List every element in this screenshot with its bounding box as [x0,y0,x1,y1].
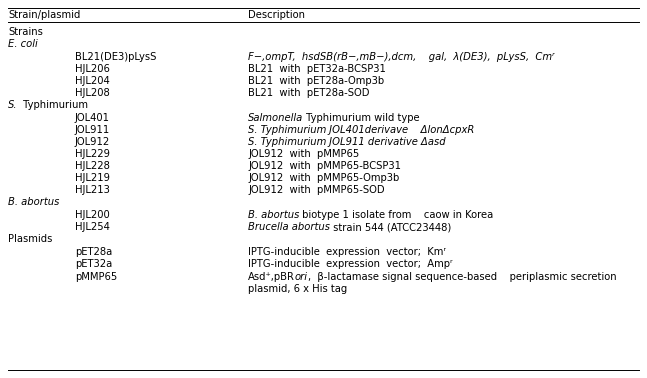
Text: JOL401derivave    ΔlonΔcpxR: JOL401derivave ΔlonΔcpxR [326,125,475,135]
Text: BL21  with  pET28a-SOD: BL21 with pET28a-SOD [248,88,369,98]
Text: S. Typhimurium: S. Typhimurium [248,137,326,147]
Text: HJL219: HJL219 [75,173,110,183]
Text: B. abortus: B. abortus [248,210,300,220]
Text: JOL911 derivative Δasd: JOL911 derivative Δasd [326,137,446,147]
Text: Typhimurium wild type: Typhimurium wild type [303,113,420,123]
Text: Plasmids: Plasmids [8,234,52,244]
Text: JOL912  with  pMMP65-BCSP31: JOL912 with pMMP65-BCSP31 [248,161,401,171]
Text: HJL229: HJL229 [75,149,110,159]
Text: ori: ori [295,272,308,282]
Text: JOL401: JOL401 [75,113,110,123]
Text: pMMP65: pMMP65 [75,272,117,282]
Text: HJL206: HJL206 [75,64,110,74]
Text: JOL912  with  pMMP65-SOD: JOL912 with pMMP65-SOD [248,185,384,195]
Text: Typhimurium: Typhimurium [19,100,87,110]
Text: Description: Description [248,10,305,20]
Text: Salmonella: Salmonella [248,113,303,123]
Text: BL21  with  pET32a-BCSP31: BL21 with pET32a-BCSP31 [248,64,386,74]
Text: HJL200: HJL200 [75,210,110,220]
Text: E. coli: E. coli [8,39,38,49]
Text: JOL912  with  pMMP65-Omp3b: JOL912 with pMMP65-Omp3b [248,173,399,183]
Text: F−,ompT,  hsdSB(rB−,mB−),dcm,    gal,  λ(DE3),  pLysS,  Cmʳ: F−,ompT, hsdSB(rB−,mB−),dcm, gal, λ(DE3)… [248,52,554,62]
Text: S. Typhimurium: S. Typhimurium [248,125,326,135]
Text: ,  β-lactamase signal sequence-based    periplasmic secretion: , β-lactamase signal sequence-based peri… [308,272,617,282]
Text: HJL208: HJL208 [75,88,110,98]
Text: pET28a: pET28a [75,247,112,257]
Text: Asd⁺,pBR: Asd⁺,pBR [248,272,295,282]
Text: Brucella abortus: Brucella abortus [248,222,330,232]
Text: IPTG-inducible  expression  vector;  Ampʳ: IPTG-inducible expression vector; Ampʳ [248,259,453,269]
Text: S.: S. [8,100,17,110]
Text: HJL204: HJL204 [75,76,110,86]
Text: BL21  with  pET28a-Omp3b: BL21 with pET28a-Omp3b [248,76,384,86]
Text: HJL213: HJL213 [75,185,110,195]
Text: BL21(DE3)pLysS: BL21(DE3)pLysS [75,52,157,62]
Text: B. abortus: B. abortus [8,197,60,207]
Text: HJL228: HJL228 [75,161,110,171]
Text: HJL254: HJL254 [75,222,110,232]
Text: JOL911: JOL911 [75,125,110,135]
Text: pET32a: pET32a [75,259,112,269]
Text: Strain/plasmid: Strain/plasmid [8,10,80,20]
Text: Strains: Strains [8,27,43,37]
Text: JOL912  with  pMMP65: JOL912 with pMMP65 [248,149,359,159]
Text: JOL912: JOL912 [75,137,110,147]
Text: biotype 1 isolate from    caow in Korea: biotype 1 isolate from caow in Korea [300,210,494,220]
Text: IPTG-inducible  expression  vector;  Kmʳ: IPTG-inducible expression vector; Kmʳ [248,247,446,257]
Text: strain 544 (ATCC23448): strain 544 (ATCC23448) [330,222,451,232]
Text: plasmid, 6 x His tag: plasmid, 6 x His tag [248,284,347,294]
